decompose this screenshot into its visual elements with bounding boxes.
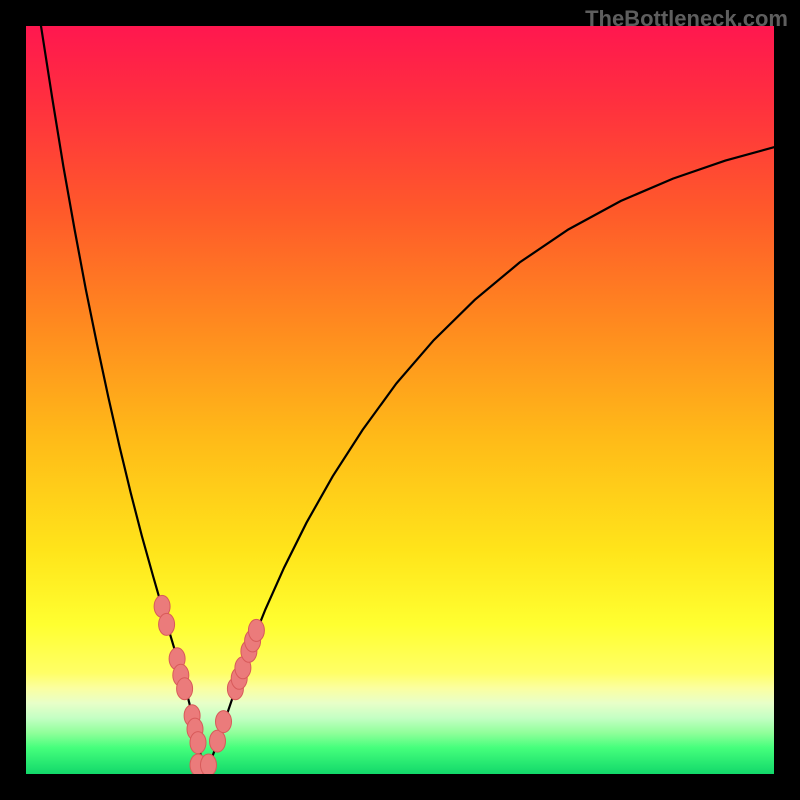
data-marker <box>248 619 264 641</box>
data-marker <box>177 678 193 700</box>
border-left <box>0 0 26 800</box>
data-marker <box>216 711 232 733</box>
chart-svg <box>0 0 800 800</box>
data-marker <box>190 732 206 754</box>
chart-frame: TheBottleneck.com <box>0 0 800 800</box>
gradient-background <box>26 26 774 774</box>
data-marker <box>210 730 226 752</box>
data-marker <box>159 613 175 635</box>
border-bottom <box>0 774 800 800</box>
watermark-text: TheBottleneck.com <box>585 6 788 32</box>
data-marker <box>201 754 217 776</box>
border-right <box>774 0 800 800</box>
